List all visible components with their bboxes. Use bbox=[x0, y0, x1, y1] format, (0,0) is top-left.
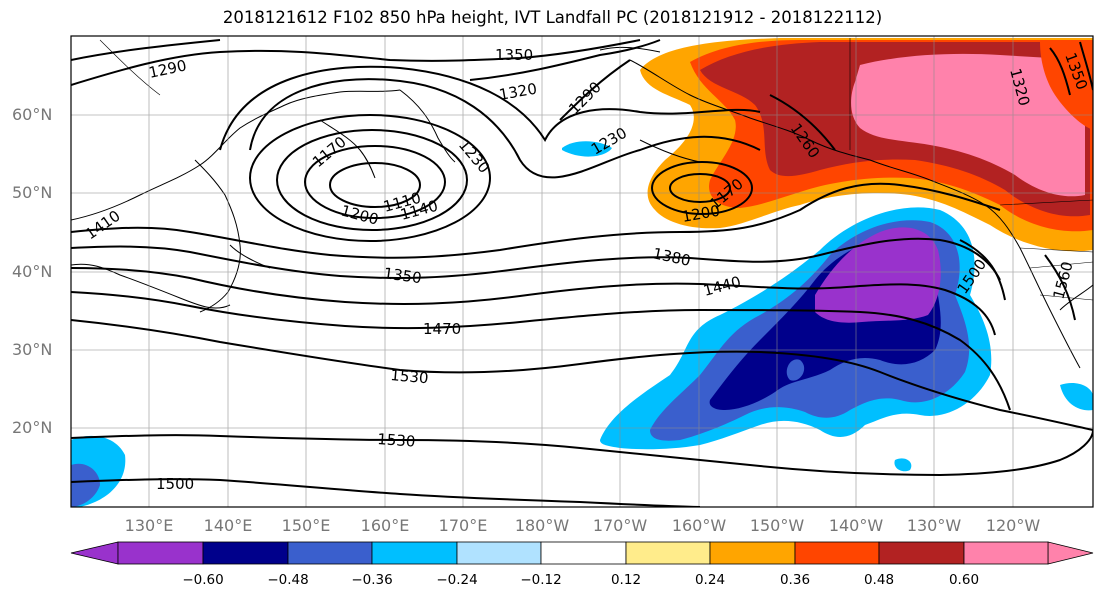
colorbar-tick-label: 0.48 bbox=[863, 572, 895, 588]
colorbar-tick-label: −0.24 bbox=[436, 572, 478, 588]
political-boundaries bbox=[99, 38, 1093, 301]
colorbar-swatch bbox=[371, 541, 458, 565]
positive-ivt-shading bbox=[640, 38, 1093, 252]
longitude-label: 180°W bbox=[514, 516, 570, 535]
colorbar-tick-label: 0.36 bbox=[779, 572, 811, 588]
colorbar-tick-label: −0.60 bbox=[182, 572, 224, 588]
longitude-label: 120°W bbox=[985, 516, 1041, 535]
colorbar-extend-low bbox=[70, 541, 119, 565]
figure-title: 2018121612 F102 850 hPa height, IVT Land… bbox=[222, 8, 883, 27]
colorbar-swatch bbox=[878, 541, 965, 565]
colorbar-swatch bbox=[117, 541, 204, 565]
longitude-label: 170°W bbox=[592, 516, 648, 535]
longitude-label: 140°W bbox=[828, 516, 884, 535]
longitude-label: 160°E bbox=[360, 516, 410, 535]
coastlines bbox=[71, 46, 1093, 369]
contour-label: 1530 bbox=[390, 366, 430, 387]
colorbar-swatch bbox=[540, 541, 627, 565]
colorbar-swatch bbox=[287, 541, 373, 565]
colorbar-tick-label: −0.12 bbox=[520, 572, 562, 588]
map-frame bbox=[70, 35, 1094, 508]
longitude-label: 170°E bbox=[438, 516, 488, 535]
longitude-label: 150°E bbox=[281, 516, 331, 535]
latitude-label: 60°N bbox=[12, 105, 53, 124]
longitude-label: 130°W bbox=[906, 516, 962, 535]
latitude-label: 20°N bbox=[12, 418, 53, 437]
latitude-label: 40°N bbox=[12, 262, 53, 281]
colorbar-tick-label: −0.36 bbox=[351, 572, 393, 588]
longitude-label: 160°W bbox=[671, 516, 727, 535]
contour-label: 1470 bbox=[423, 320, 461, 338]
longitude-label: 130°E bbox=[124, 516, 174, 535]
negative-ivt-shading bbox=[71, 141, 1093, 507]
contour-label: 1530 bbox=[377, 430, 416, 451]
colorbar-tick-label: 0.60 bbox=[948, 572, 980, 588]
map-plot-area: 1290 1350 1320 1290 1230 1170 1110 1140 … bbox=[71, 36, 1093, 507]
latitude-label: 50°N bbox=[12, 183, 53, 202]
colorbar-tick-label: 0.24 bbox=[694, 572, 726, 588]
longitude-label: 140°E bbox=[203, 516, 253, 535]
colorbar-swatch bbox=[963, 541, 1049, 565]
colorbar-extend-high bbox=[1047, 541, 1094, 565]
height-contours bbox=[71, 39, 1093, 507]
colorbar-swatch bbox=[202, 541, 289, 565]
longitude-label: 150°W bbox=[749, 516, 805, 535]
colorbar-swatch bbox=[456, 541, 542, 565]
colorbar-tick-label: −0.48 bbox=[267, 572, 309, 588]
colorbar bbox=[70, 541, 1094, 565]
colorbar-swatch bbox=[794, 541, 880, 565]
contour-label: 1350 bbox=[495, 46, 533, 64]
colorbar-tick-label: 0.12 bbox=[610, 572, 642, 588]
contour-label: 1500 bbox=[156, 475, 194, 493]
latitude-label: 30°N bbox=[12, 340, 53, 359]
contour-label: 1350 bbox=[382, 264, 422, 287]
colorbar-swatch bbox=[625, 541, 711, 565]
colorbar-swatch bbox=[709, 541, 796, 565]
